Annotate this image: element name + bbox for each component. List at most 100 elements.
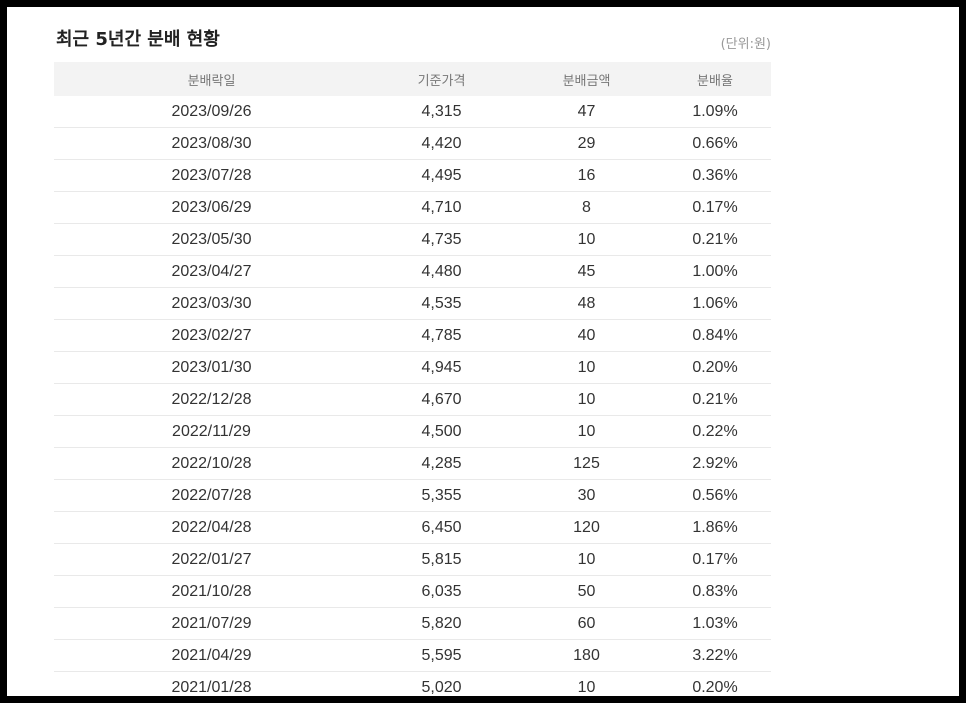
table-row: 2022/12/28 4,670 10 0.21% xyxy=(54,383,771,416)
table-body: 2023/09/26 4,315 47 1.09% 2023/08/30 4,420 29 0… xyxy=(54,96,771,696)
cell-distribution-rate: 1.06% xyxy=(659,287,771,320)
section-header: 최근 5년간 분배 현황 (단위:원) xyxy=(54,23,771,59)
cell-ex-date: 2022/10/28 xyxy=(54,447,369,480)
cell-distribution-amount: 8 xyxy=(514,191,659,224)
cell-distribution-amount: 10 xyxy=(514,223,659,256)
table-row: 2023/06/29 4,710 8 0.17% xyxy=(54,191,771,224)
cell-ex-date: 2023/06/29 xyxy=(54,191,369,224)
cell-distribution-amount: 10 xyxy=(514,351,659,384)
table-row: 2021/01/28 5,020 10 0.20% xyxy=(54,671,771,696)
cell-distribution-amount: 10 xyxy=(514,383,659,416)
table-row: 2023/09/26 4,315 47 1.09% xyxy=(54,96,771,128)
cell-ex-date: 2023/04/27 xyxy=(54,255,369,288)
cell-distribution-amount: 40 xyxy=(514,319,659,352)
section-title: 최근 5년간 분배 현황 xyxy=(56,29,220,50)
cell-base-price: 5,820 xyxy=(369,607,514,640)
cell-base-price: 6,035 xyxy=(369,575,514,608)
cell-ex-date: 2021/10/28 xyxy=(54,575,369,608)
table-row: 2023/05/30 4,735 10 0.21% xyxy=(54,223,771,256)
cell-ex-date: 2023/03/30 xyxy=(54,287,369,320)
cell-distribution-amount: 29 xyxy=(514,127,659,160)
table-header: 분배락일 기준가격 분배금액 분배율 xyxy=(54,62,771,96)
cell-distribution-amount: 10 xyxy=(514,543,659,576)
cell-base-price: 6,450 xyxy=(369,511,514,544)
table-row: 2022/01/27 5,815 10 0.17% xyxy=(54,543,771,576)
table-row: 2023/03/30 4,535 48 1.06% xyxy=(54,287,771,320)
cell-base-price: 4,420 xyxy=(369,127,514,160)
cell-base-price: 4,285 xyxy=(369,447,514,480)
table-row: 2021/07/29 5,820 60 1.03% xyxy=(54,607,771,640)
cell-base-price: 4,735 xyxy=(369,223,514,256)
cell-distribution-rate: 3.22% xyxy=(659,639,771,672)
cell-distribution-rate: 0.66% xyxy=(659,127,771,160)
cell-distribution-amount: 60 xyxy=(514,607,659,640)
table-row: 2022/11/29 4,500 10 0.22% xyxy=(54,415,771,448)
cell-distribution-amount: 10 xyxy=(514,671,659,696)
cell-base-price: 4,535 xyxy=(369,287,514,320)
cell-base-price: 5,595 xyxy=(369,639,514,672)
cell-base-price: 5,020 xyxy=(369,671,514,696)
cell-base-price: 4,315 xyxy=(369,96,514,128)
cell-base-price: 4,670 xyxy=(369,383,514,416)
cell-distribution-rate: 0.56% xyxy=(659,479,771,512)
cell-distribution-amount: 120 xyxy=(514,511,659,544)
cell-distribution-rate: 0.21% xyxy=(659,223,771,256)
cell-distribution-rate: 1.86% xyxy=(659,511,771,544)
table-row: 2023/04/27 4,480 45 1.00% xyxy=(54,255,771,288)
cell-distribution-amount: 50 xyxy=(514,575,659,608)
cell-distribution-rate: 0.83% xyxy=(659,575,771,608)
table-row: 2022/04/28 6,450 120 1.86% xyxy=(54,511,771,544)
header-row: 분배락일 기준가격 분배금액 분배율 xyxy=(54,62,771,96)
cell-base-price: 4,495 xyxy=(369,159,514,192)
cell-distribution-rate: 0.20% xyxy=(659,671,771,696)
cell-distribution-rate: 0.84% xyxy=(659,319,771,352)
cell-distribution-rate: 0.20% xyxy=(659,351,771,384)
table-row: 2021/04/29 5,595 180 3.22% xyxy=(54,639,771,672)
cell-distribution-amount: 45 xyxy=(514,255,659,288)
column-header-distribution-rate: 분배율 xyxy=(659,62,771,96)
cell-ex-date: 2023/09/26 xyxy=(54,96,369,128)
cell-distribution-rate: 0.21% xyxy=(659,383,771,416)
cell-distribution-rate: 0.22% xyxy=(659,415,771,448)
cell-ex-date: 2022/04/28 xyxy=(54,511,369,544)
cell-ex-date: 2022/11/29 xyxy=(54,415,369,448)
cell-distribution-amount: 30 xyxy=(514,479,659,512)
column-header-ex-date: 분배락일 xyxy=(54,62,369,96)
column-header-base-price: 기준가격 xyxy=(369,62,514,96)
cell-ex-date: 2022/07/28 xyxy=(54,479,369,512)
cell-ex-date: 2023/08/30 xyxy=(54,127,369,160)
cell-distribution-rate: 0.17% xyxy=(659,543,771,576)
unit-label: (단위:원) xyxy=(720,37,771,52)
table-row: 2022/10/28 4,285 125 2.92% xyxy=(54,447,771,480)
cell-distribution-amount: 180 xyxy=(514,639,659,672)
distribution-table: 분배락일 기준가격 분배금액 분배율 2023/09/26 4,315 47 1.09… xyxy=(54,62,771,696)
content-frame: 최근 5년간 분배 현황 (단위:원) 분배락일 기준가격 분배금액 분배율 2… xyxy=(7,7,959,696)
table-row: 2023/01/30 4,945 10 0.20% xyxy=(54,351,771,384)
cell-ex-date: 2023/02/27 xyxy=(54,319,369,352)
table-row: 2023/07/28 4,495 16 0.36% xyxy=(54,159,771,192)
cell-distribution-rate: 1.09% xyxy=(659,96,771,128)
table-row: 2023/02/27 4,785 40 0.84% xyxy=(54,319,771,352)
cell-base-price: 5,355 xyxy=(369,479,514,512)
table-row: 2022/07/28 5,355 30 0.56% xyxy=(54,479,771,512)
cell-ex-date: 2023/05/30 xyxy=(54,223,369,256)
cell-base-price: 4,480 xyxy=(369,255,514,288)
cell-ex-date: 2021/04/29 xyxy=(54,639,369,672)
cell-distribution-amount: 47 xyxy=(514,96,659,128)
cell-base-price: 4,945 xyxy=(369,351,514,384)
cell-base-price: 4,500 xyxy=(369,415,514,448)
cell-distribution-rate: 1.00% xyxy=(659,255,771,288)
table-row: 2023/08/30 4,420 29 0.66% xyxy=(54,127,771,160)
cell-base-price: 5,815 xyxy=(369,543,514,576)
cell-distribution-amount: 48 xyxy=(514,287,659,320)
cell-distribution-rate: 0.17% xyxy=(659,191,771,224)
cell-ex-date: 2023/07/28 xyxy=(54,159,369,192)
table-row: 2021/10/28 6,035 50 0.83% xyxy=(54,575,771,608)
cell-ex-date: 2023/01/30 xyxy=(54,351,369,384)
cell-distribution-amount: 16 xyxy=(514,159,659,192)
cell-base-price: 4,785 xyxy=(369,319,514,352)
cell-base-price: 4,710 xyxy=(369,191,514,224)
cell-distribution-amount: 10 xyxy=(514,415,659,448)
cell-distribution-rate: 0.36% xyxy=(659,159,771,192)
column-header-distribution-amount: 분배금액 xyxy=(514,62,659,96)
